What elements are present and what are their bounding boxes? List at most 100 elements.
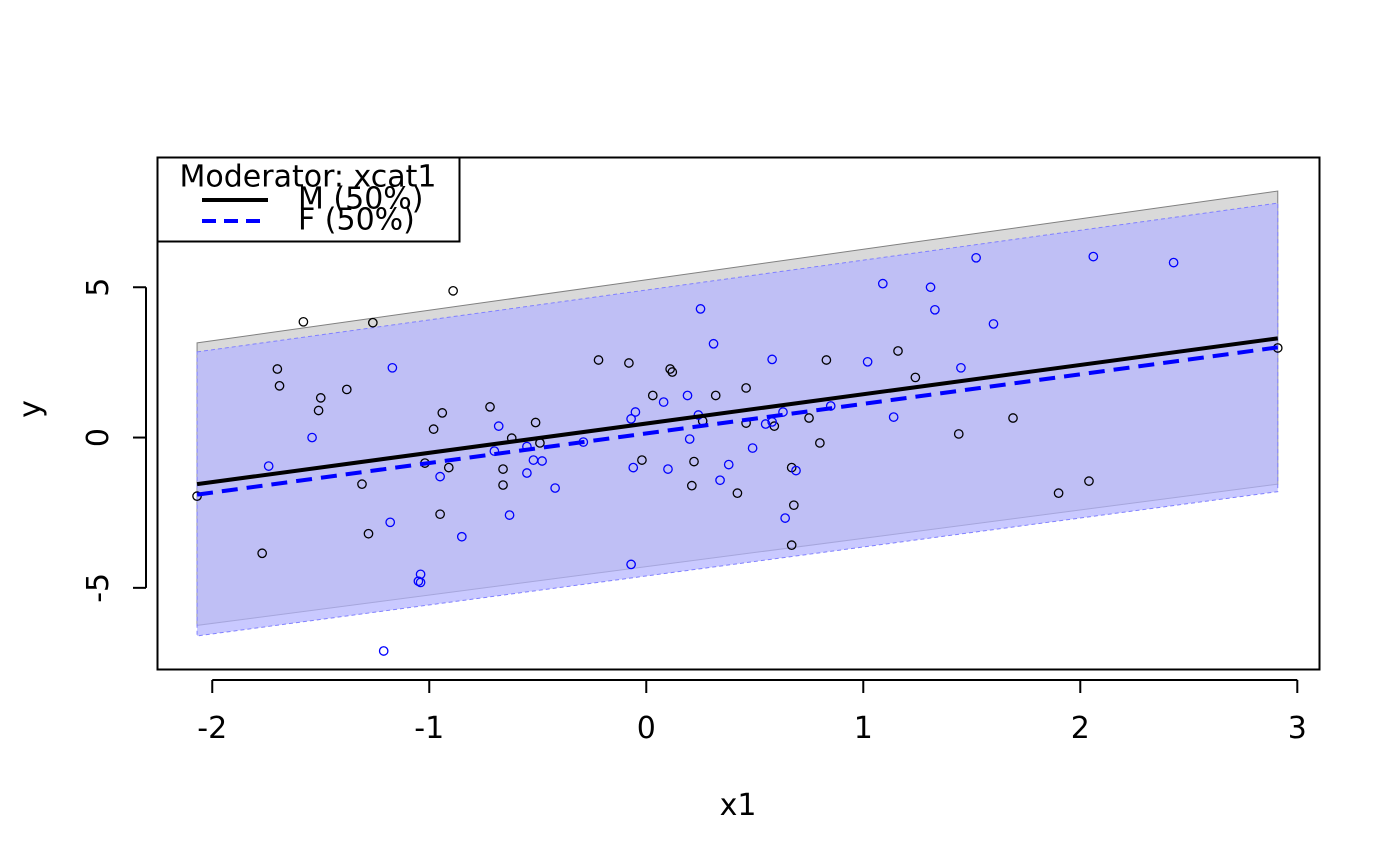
data-point-s2-21 [628, 462, 639, 473]
data-point-s2-20 [626, 559, 636, 570]
legend: Moderator: xcat1 M (50%) F (50%) [156, 156, 461, 243]
data-point-s1-31 [689, 456, 699, 467]
data-point-s2-42 [888, 412, 899, 422]
data-point-s1-30 [686, 480, 697, 491]
data-point-s1-49 [1084, 476, 1094, 486]
data-point-s1-39 [786, 540, 797, 551]
x-tick-label-6: 3 [1288, 711, 1307, 746]
data-point-s1-45 [910, 372, 921, 383]
data-points [192, 251, 1283, 656]
x-tick-label-2: -1 [414, 711, 444, 746]
y-tick-label-3: 5 [81, 278, 116, 297]
data-point-s1-25 [624, 358, 634, 368]
data-point-s1-44 [893, 346, 903, 356]
data-point-s1-9 [357, 479, 367, 489]
data-point-s2-4 [385, 517, 396, 528]
regression-line-1 [196, 336, 1279, 487]
data-point-s2-1 [263, 461, 274, 471]
data-point-s1-5 [298, 316, 309, 327]
x-axis: -2 -1 0 1 2 3 [197, 679, 1307, 746]
data-point-s2-23 [658, 397, 669, 407]
data-point-s2-25 [682, 390, 693, 401]
data-point-s1-43 [821, 355, 832, 365]
plot-frame [156, 156, 1321, 671]
data-point-s2-31 [723, 459, 734, 470]
data-point-s2-43 [925, 282, 936, 293]
data-point-s1-6 [313, 405, 324, 416]
data-point-s2-2 [307, 432, 317, 443]
y-axis-label: y [13, 400, 48, 418]
data-point-s2-48 [1088, 251, 1099, 262]
data-point-s1-40 [788, 500, 799, 511]
data-point-s2-19 [626, 414, 636, 424]
x-tick-label-1: -2 [197, 711, 227, 746]
data-point-s1-22 [530, 417, 541, 428]
data-point-s1-29 [667, 367, 678, 377]
data-point-s2-7 [415, 577, 426, 588]
data-point-s1-11 [367, 317, 378, 328]
data-point-s2-46 [971, 252, 981, 263]
data-point-s1-8 [341, 384, 352, 395]
x-tick-label-5: 2 [1071, 711, 1090, 746]
data-point-s1-14 [435, 509, 445, 520]
x-tick-label-3: 0 [637, 711, 656, 746]
data-point-s2-38 [791, 465, 801, 476]
data-point-s1-7 [315, 393, 326, 403]
data-point-s1-15 [437, 408, 448, 418]
data-point-s2-3 [387, 362, 398, 373]
data-point-s2-14 [522, 468, 532, 478]
data-point-s1-33 [710, 390, 721, 401]
data-point-s1-16 [443, 462, 454, 473]
legend-title: Moderator: xcat1 [180, 160, 437, 195]
data-point-s2-26 [684, 434, 695, 444]
data-point-s2-36 [778, 407, 788, 417]
y-axis: -5 0 5 [81, 278, 147, 603]
data-point-s1-34 [732, 488, 743, 499]
data-point-s2-28 [695, 304, 706, 314]
data-point-s2-5 [413, 576, 424, 587]
data-point-s1-1 [192, 491, 202, 502]
data-point-s1-47 [1008, 413, 1018, 423]
data-point-s1-26 [637, 455, 647, 465]
data-point-s1-46 [953, 429, 964, 439]
legend-label-f: F (50%) [298, 203, 415, 238]
data-point-s2-9 [456, 531, 467, 542]
data-point-s1-13 [428, 424, 439, 434]
confidence-bands [196, 190, 1279, 637]
data-point-s2-34 [767, 354, 777, 365]
data-point-s2-30 [715, 475, 725, 486]
data-point-s1-27 [647, 390, 658, 401]
data-point-s1-17 [448, 286, 458, 296]
data-point-s1-2 [257, 548, 268, 559]
regression-line-2 [196, 345, 1279, 497]
data-point-s1-3 [272, 364, 283, 374]
y-tick-label-1: -5 [81, 573, 116, 603]
data-point-s1-18 [485, 402, 495, 412]
data-point-s2-37 [780, 513, 791, 523]
data-point-s2-16 [537, 456, 547, 466]
data-point-s2-50 [378, 646, 389, 656]
data-point-s2-47 [988, 319, 999, 329]
data-point-s2-49 [1168, 257, 1179, 268]
data-point-s2-44 [930, 304, 940, 315]
data-point-s1-20 [498, 480, 508, 490]
x-tick-label-4: 1 [854, 711, 873, 746]
data-point-s2-24 [663, 464, 673, 474]
data-point-s1-10 [363, 528, 374, 539]
data-point-s1-35 [741, 383, 751, 393]
data-point-s1-41 [804, 413, 814, 423]
data-point-s2-22 [630, 407, 641, 417]
data-point-s1-4 [274, 380, 285, 391]
data-point-s2-41 [877, 278, 888, 289]
regression-lines [196, 336, 1279, 497]
data-point-s1-24 [593, 355, 604, 365]
confidence-band-2 [196, 202, 1279, 637]
data-point-s1-28 [665, 364, 675, 374]
data-point-s2-45 [956, 362, 966, 373]
data-point-s2-32 [747, 443, 758, 453]
data-point-s1-19 [498, 464, 508, 474]
data-point-s2-33 [760, 419, 771, 429]
data-point-s2-11 [493, 421, 504, 431]
data-point-s1-42 [815, 438, 825, 448]
